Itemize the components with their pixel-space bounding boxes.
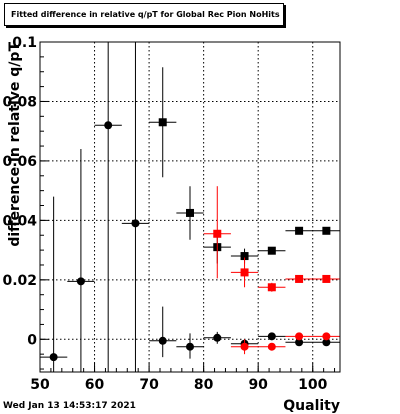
data-point bbox=[40, 196, 68, 372]
data-point bbox=[149, 306, 177, 358]
x-tick-label: 80 bbox=[194, 377, 214, 393]
data-point bbox=[230, 257, 259, 288]
y-tick-label: 0.02 bbox=[2, 273, 37, 289]
data-point bbox=[176, 333, 204, 359]
data-point bbox=[176, 186, 204, 240]
tick-layer: 50 60 70 80 90 100 0 0.02 0.04 0.06 0.08 0.1 bbox=[2, 35, 336, 393]
data-point bbox=[67, 149, 95, 372]
circle-marker bbox=[240, 342, 249, 351]
data-point bbox=[203, 331, 231, 344]
y-tick-label: 0.04 bbox=[2, 213, 37, 229]
chart-title: Fitted difference in relative q/pT for G… bbox=[11, 10, 280, 19]
square-marker bbox=[295, 274, 304, 283]
data-point bbox=[121, 42, 150, 372]
square-marker bbox=[158, 118, 167, 127]
data-point bbox=[285, 332, 313, 341]
circle-marker bbox=[295, 338, 304, 347]
y-tick-label: 0.08 bbox=[2, 94, 37, 110]
circle-marker bbox=[104, 121, 113, 130]
square-marker bbox=[322, 226, 331, 235]
x-tick-label: 70 bbox=[139, 377, 159, 393]
data-layer bbox=[40, 42, 340, 372]
data-point bbox=[258, 332, 286, 341]
data-point bbox=[258, 342, 286, 351]
square-marker bbox=[322, 274, 331, 283]
grid-layer bbox=[40, 42, 340, 372]
circle-marker bbox=[186, 342, 194, 351]
square-marker bbox=[213, 229, 222, 238]
circle-marker bbox=[322, 332, 331, 341]
y-tick-label: 0.1 bbox=[12, 35, 37, 51]
square-marker bbox=[267, 283, 276, 292]
y-axis-title: difference in relative q/pT bbox=[7, 42, 23, 247]
square-marker bbox=[240, 268, 249, 277]
circle-marker bbox=[76, 277, 85, 286]
circle-marker bbox=[131, 219, 140, 228]
x-tick-label: 60 bbox=[85, 377, 105, 393]
square-marker bbox=[240, 252, 249, 261]
x-tick-label: 90 bbox=[248, 377, 268, 393]
data-point bbox=[312, 226, 340, 235]
x-tick-label: 100 bbox=[298, 377, 327, 393]
circle-marker bbox=[322, 338, 331, 347]
data-point bbox=[312, 332, 340, 341]
plot-frame bbox=[39, 41, 341, 373]
data-point bbox=[285, 226, 313, 235]
square-marker bbox=[186, 208, 194, 217]
data-point bbox=[94, 42, 122, 372]
circle-marker bbox=[295, 332, 304, 341]
x-tick-label: 50 bbox=[30, 377, 50, 393]
circle-marker bbox=[267, 332, 276, 341]
circle-marker bbox=[267, 342, 276, 351]
data-point bbox=[312, 338, 340, 347]
data-point bbox=[258, 282, 286, 292]
data-point bbox=[285, 338, 313, 347]
y-tick-label: 0 bbox=[27, 332, 37, 348]
circle-marker bbox=[158, 336, 167, 345]
data-point bbox=[149, 67, 177, 178]
data-point bbox=[285, 274, 313, 283]
y-tick-label: 0.06 bbox=[2, 154, 37, 170]
data-point bbox=[203, 186, 231, 279]
data-point bbox=[312, 274, 340, 283]
circle-marker bbox=[49, 353, 58, 362]
square-marker bbox=[295, 226, 304, 235]
data-point bbox=[230, 339, 259, 355]
chart-title-box: Fitted difference in relative q/pT for G… bbox=[4, 3, 284, 26]
data-point bbox=[258, 246, 286, 255]
x-axis-title: Quality bbox=[283, 398, 340, 414]
circle-marker bbox=[213, 333, 222, 342]
footer-timestamp: Wed Jan 13 14:53:17 2021 bbox=[3, 401, 136, 411]
square-marker bbox=[267, 246, 276, 255]
